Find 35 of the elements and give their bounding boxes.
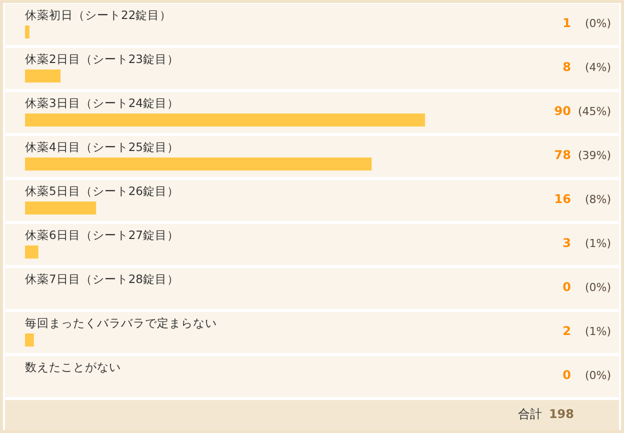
data-label: 1 — [562, 16, 571, 30]
y-tick-label: 休薬4日目（シート25錠目） — [25, 140, 179, 154]
text: 合計 198 — [518, 407, 574, 422]
data-label: 90 — [554, 104, 571, 118]
bar — [25, 246, 38, 258]
data-label: 16 — [554, 192, 571, 206]
bar — [25, 114, 425, 126]
data-label: 0 — [562, 368, 571, 382]
text: (0%) — [584, 16, 611, 30]
text: (8%) — [584, 192, 611, 206]
y-tick-label: 休薬6日目（シート27錠目） — [25, 228, 179, 242]
text: (45%) — [578, 104, 611, 118]
text: (39%) — [578, 148, 611, 162]
y-tick-label: 休薬初日（シート22錠目） — [25, 8, 172, 22]
data-label: 2 — [562, 324, 571, 338]
bar — [25, 70, 61, 82]
y-tick-label: 休薬7日目（シート28錠目） — [25, 272, 179, 286]
text: (0%) — [584, 280, 611, 294]
y-tick-label: 毎回まったくバラバラで定まらない — [25, 316, 217, 330]
bar — [25, 26, 30, 38]
text: (4%) — [584, 60, 611, 74]
y-tick-label: 休薬5日目（シート26錠目） — [25, 184, 179, 198]
y-tick-label: 数えたことがない — [25, 360, 121, 374]
text: (0%) — [584, 368, 611, 382]
y-tick-label: 休薬3日目（シート24錠目） — [25, 96, 179, 110]
bar — [25, 158, 372, 170]
text: (1%) — [584, 236, 611, 250]
data-label: 8 — [562, 60, 571, 74]
bar — [25, 334, 34, 346]
y-tick-label: 休薬2日目（シート23錠目） — [25, 52, 179, 66]
text: (1%) — [584, 324, 611, 338]
data-label: 0 — [562, 280, 571, 294]
data-label: 78 — [554, 148, 571, 162]
data-label: 3 — [562, 236, 571, 250]
bar — [25, 202, 96, 214]
